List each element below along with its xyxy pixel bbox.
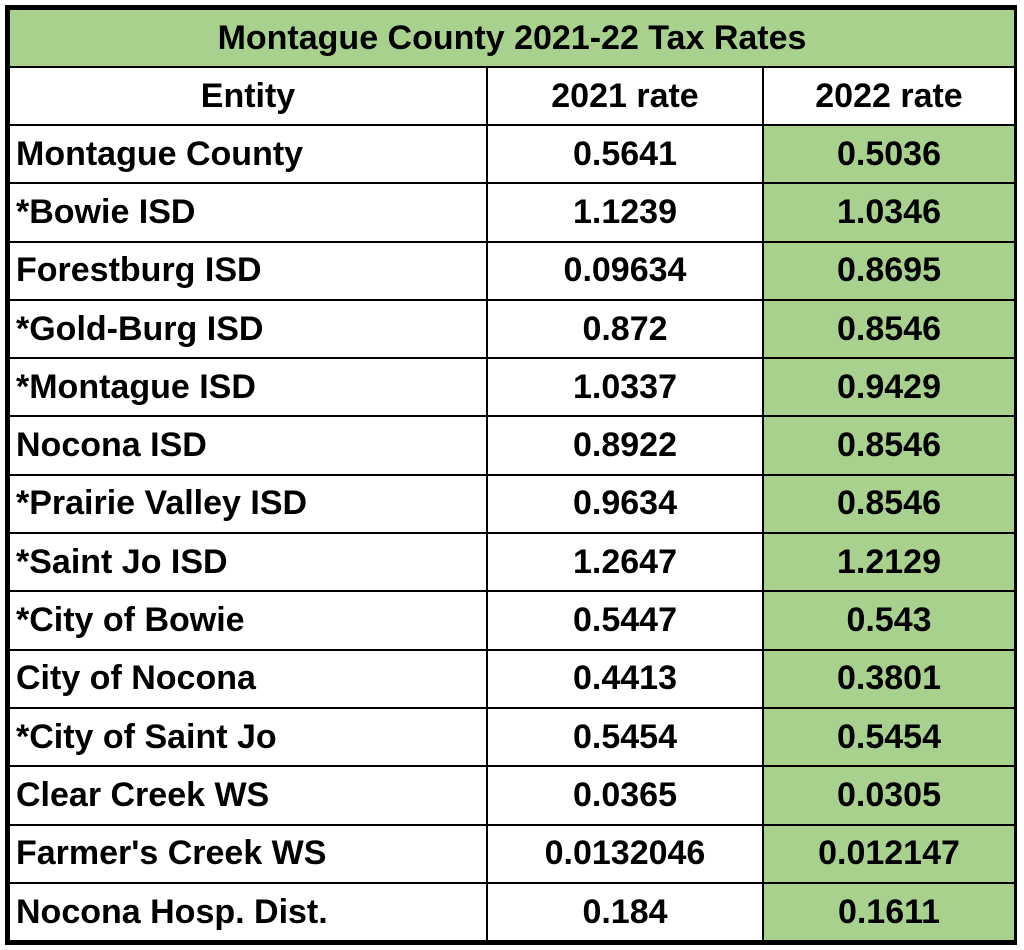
rate-2021-cell: 0.09634	[486, 240, 764, 301]
table-row: Nocona ISD 0.8922 0.8546	[8, 415, 1016, 476]
entity-cell: *Bowie ISD	[8, 182, 488, 243]
entity-cell: Farmer's Creek WS	[8, 823, 488, 884]
table-row: *Prairie Valley ISD 0.9634 0.8546	[8, 473, 1016, 535]
rate-2022-cell: 1.2129	[762, 532, 1016, 593]
table-row: *City of Saint Jo 0.5454 0.5454	[8, 706, 1016, 768]
entity-cell: Montague County	[8, 123, 488, 185]
rate-2022-cell: 0.8546	[762, 415, 1016, 476]
entity-cell: *Saint Jo ISD	[8, 532, 488, 593]
rate-2021-cell: 0.4413	[486, 648, 764, 709]
tax-rate-table: Montague County 2021-22 Tax Rates Entity…	[8, 8, 1016, 943]
table-row: *City of Bowie 0.5447 0.543	[8, 590, 1016, 651]
rate-2022-cell: 0.5454	[762, 706, 1016, 768]
entity-cell: *Montague ISD	[8, 357, 488, 418]
entity-cell: Forestburg ISD	[8, 240, 488, 301]
entity-cell: *City of Bowie	[8, 590, 488, 651]
rate-2021-cell: 0.5454	[486, 706, 764, 768]
table-row: *Montague ISD 1.0337 0.9429	[8, 357, 1016, 418]
title-row: Montague County 2021-22 Tax Rates	[8, 8, 1016, 68]
rate-2021-cell: 1.1239	[486, 182, 764, 243]
entity-cell: City of Nocona	[8, 648, 488, 709]
rate-2021-cell: 0.872	[486, 298, 764, 360]
rate-2022-cell: 0.8546	[762, 473, 1016, 535]
rate-2021-cell: 0.8922	[486, 415, 764, 476]
table-row: Forestburg ISD 0.09634 0.8695	[8, 240, 1016, 301]
column-header-2022-rate: 2022 rate	[762, 66, 1016, 126]
column-header-entity: Entity	[8, 66, 488, 126]
rate-2022-cell: 0.1611	[762, 881, 1016, 943]
rate-2021-cell: 0.5447	[486, 590, 764, 651]
rate-2021-cell: 0.5641	[486, 123, 764, 185]
rate-2022-cell: 0.8695	[762, 240, 1016, 301]
rate-2021-cell: 0.0365	[486, 765, 764, 826]
table-row: City of Nocona 0.4413 0.3801	[8, 648, 1016, 709]
table-row: *Bowie ISD 1.1239 1.0346	[8, 182, 1016, 243]
entity-cell: Clear Creek WS	[8, 765, 488, 826]
rate-2022-cell: 0.3801	[762, 648, 1016, 709]
rate-2021-cell: 1.2647	[486, 532, 764, 593]
rate-2022-cell: 0.543	[762, 590, 1016, 651]
entity-cell: *Gold-Burg ISD	[8, 298, 488, 360]
entity-cell: *City of Saint Jo	[8, 706, 488, 768]
entity-cell: Nocona Hosp. Dist.	[8, 881, 488, 943]
table-row: Farmer's Creek WS 0.0132046 0.012147	[8, 823, 1016, 884]
tax-rate-table-container: Montague County 2021-22 Tax Rates Entity…	[5, 5, 1017, 946]
rate-2022-cell: 0.0305	[762, 765, 1016, 826]
rate-2021-cell: 0.184	[486, 881, 764, 943]
rate-2022-cell: 0.8546	[762, 298, 1016, 360]
rate-2021-cell: 1.0337	[486, 357, 764, 418]
header-row: Entity 2021 rate 2022 rate	[8, 66, 1016, 126]
rate-2021-cell: 0.9634	[486, 473, 764, 535]
entity-cell: Nocona ISD	[8, 415, 488, 476]
column-header-2021-rate: 2021 rate	[486, 66, 764, 126]
rate-2022-cell: 0.9429	[762, 357, 1016, 418]
table-title: Montague County 2021-22 Tax Rates	[8, 8, 1016, 68]
table-row: Nocona Hosp. Dist. 0.184 0.1611	[8, 881, 1016, 943]
rate-2022-cell: 0.5036	[762, 123, 1016, 185]
table-row: *Saint Jo ISD 1.2647 1.2129	[8, 532, 1016, 593]
rate-2022-cell: 0.012147	[762, 823, 1016, 884]
table-row: *Gold-Burg ISD 0.872 0.8546	[8, 298, 1016, 360]
rate-2022-cell: 1.0346	[762, 182, 1016, 243]
table-row: Clear Creek WS 0.0365 0.0305	[8, 765, 1016, 826]
table-row: Montague County 0.5641 0.5036	[8, 123, 1016, 185]
entity-cell: *Prairie Valley ISD	[8, 473, 488, 535]
rate-2021-cell: 0.0132046	[486, 823, 764, 884]
